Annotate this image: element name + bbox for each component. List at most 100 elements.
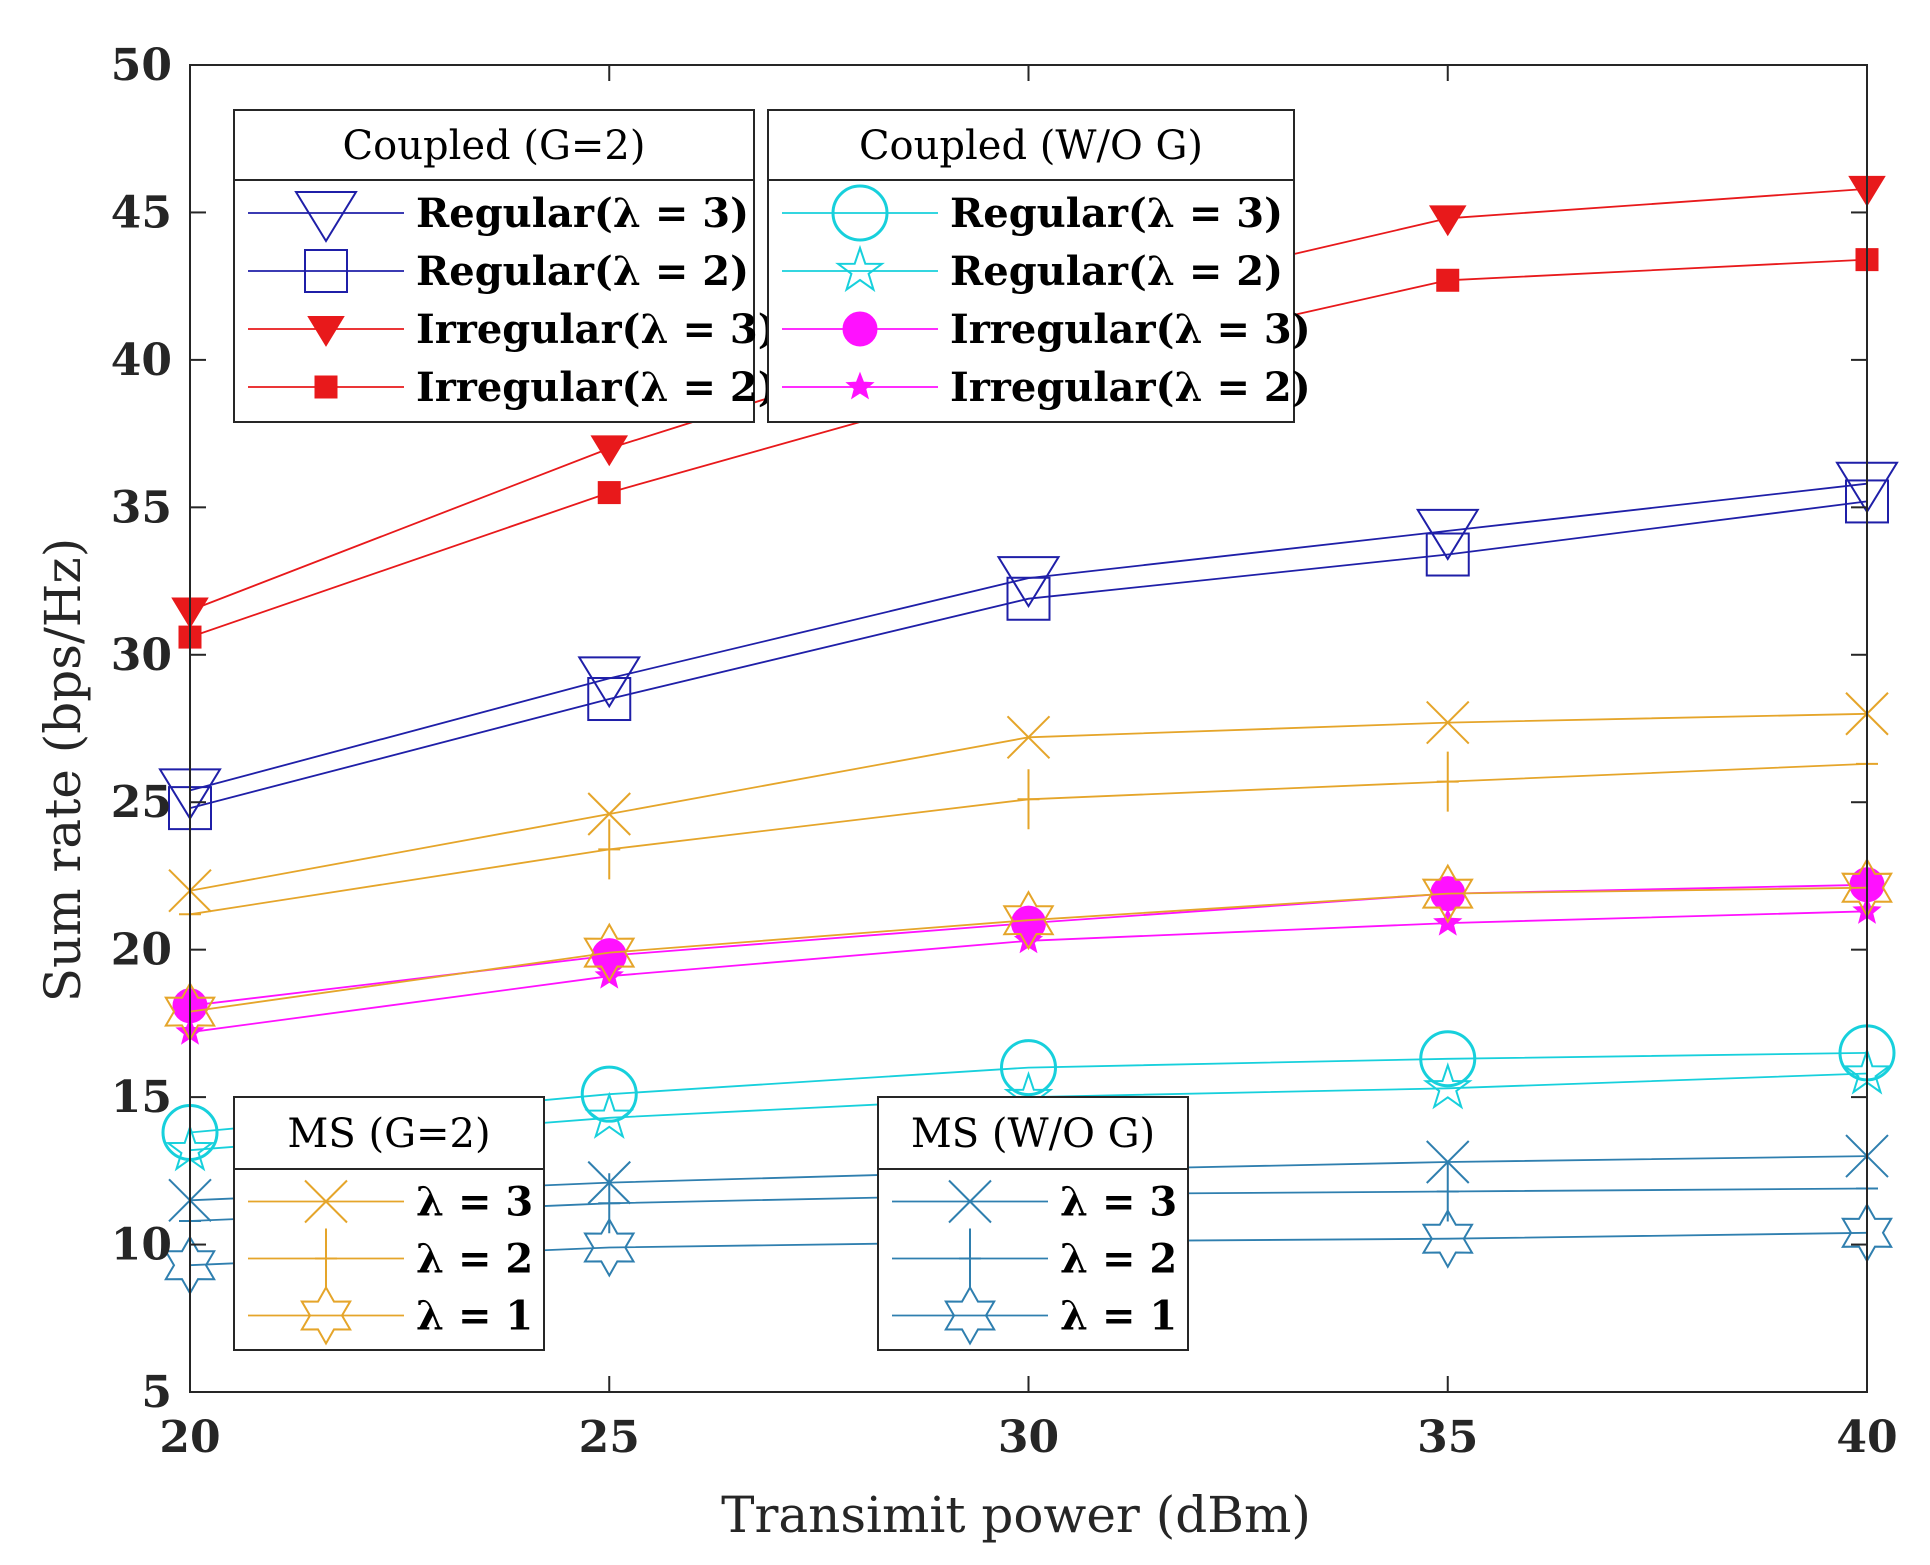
legend-title: MS (W/O G) (911, 1111, 1155, 1157)
y-tick-label: 10 (111, 1220, 172, 1271)
data-point-msg-l3-2 (1006, 715, 1051, 760)
x-axis-label: Transimit power (dBm) (721, 1486, 1311, 1544)
legend-entry-cg-reg2: Regular(λ = 2) (248, 248, 749, 295)
y-axis-label: Sum rate (bps/Hz) (34, 538, 92, 1003)
data-point-msw-l1-3 (1421, 1208, 1474, 1269)
legend-box (233, 1096, 545, 1351)
series-line-msg-l1 (189, 886, 1868, 1013)
legend-marker-msw-l3 (948, 1179, 992, 1224)
legend-marker-msw-l1 (944, 1285, 996, 1346)
data-point-msg-l2-1 (598, 819, 621, 880)
data-point-cw-reg3-3 (1419, 1030, 1477, 1088)
data-point-cw-reg3-2 (1000, 1039, 1057, 1097)
legend-label: Irregular(λ = 3) (950, 306, 1311, 353)
x-tick-label: 20 (159, 1412, 220, 1463)
legend-lower-center: MS (W/O G) λ = 3 λ = 2 λ = 1 (877, 1096, 1189, 1351)
data-point-cw-reg2-1 (584, 1091, 635, 1139)
x-tick-label: 25 (579, 1412, 640, 1463)
legend-box (877, 1096, 1189, 1351)
legend-title: Coupled (W/O G) (859, 123, 1203, 169)
legend-entry-cg-reg3: Regular(λ = 3) (248, 190, 749, 243)
data-point-cg-reg2-2 (1006, 576, 1051, 621)
data-point-cg-reg3-2 (996, 556, 1061, 609)
legend-entry-cw-reg2: Regular(λ = 2) (782, 244, 1283, 295)
y-tick-label: 25 (111, 777, 172, 828)
x-tick-label: 30 (998, 1412, 1059, 1463)
legend-label: Irregular(λ = 2) (416, 364, 777, 411)
legend-box (767, 109, 1295, 423)
legend-label: Regular(λ = 2) (416, 248, 749, 295)
y-tick-label: 20 (111, 925, 172, 976)
y-tick-label: 45 (111, 187, 172, 238)
data-point-cg-irr2-1 (597, 481, 621, 505)
legend-entry-cg-irr3: Irregular(λ = 3) (248, 306, 777, 353)
legend-upper-left: Coupled (G=2) Regular(λ = 3) Regular(λ = 2… (233, 109, 777, 423)
data-point-msg-l3-1 (587, 792, 631, 836)
legend-marker-cw-irr2 (845, 371, 875, 400)
legend-marker-msw-l2 (959, 1228, 981, 1289)
data-point-cg-reg2-1 (587, 677, 632, 722)
data-point-cw-reg3-1 (580, 1065, 638, 1123)
x-tick-label: 35 (1417, 1412, 1478, 1463)
legend-entry-msg-l1: λ = 1 (248, 1285, 533, 1346)
legend-entry-msg-l3: λ = 3 (248, 1179, 533, 1226)
legend-entry-cw-irr2: Irregular(λ = 2) (782, 364, 1311, 411)
data-point-cg-reg3-1 (577, 656, 642, 709)
legend-lower-left: MS (G=2) λ = 3 λ = 2 λ = 1 (233, 1096, 545, 1351)
data-point-cg-irr3-1 (590, 435, 629, 467)
y-tick-label: 40 (111, 335, 172, 386)
legend-marker-msg-l2 (315, 1228, 337, 1289)
legend-label: Regular(λ = 3) (950, 190, 1283, 237)
data-point-msg-l1-3 (1421, 863, 1474, 924)
legend-marker-cg-reg2 (304, 249, 348, 293)
data-point-msw-l2-1 (598, 1173, 621, 1234)
legend-box (233, 109, 755, 423)
legend-label: Irregular(λ = 3) (416, 306, 777, 353)
legend-marker-cg-irr2 (314, 375, 338, 399)
legend-marker-msg-l1 (300, 1285, 352, 1346)
legend-entry-msw-l2: λ = 2 (892, 1228, 1177, 1289)
legend-entry-cw-reg3: Regular(λ = 3) (782, 184, 1283, 242)
legend-label: λ = 2 (416, 1236, 533, 1283)
legend-label: λ = 1 (416, 1293, 533, 1340)
x-tick-label: 40 (1836, 1412, 1897, 1463)
y-tick-label: 15 (111, 1072, 172, 1123)
legend-entry-msg-l2: λ = 2 (248, 1228, 533, 1289)
legend-label: λ = 3 (1060, 1179, 1177, 1226)
data-point-cg-irr3-3 (1428, 205, 1467, 237)
y-tick-label: 30 (111, 630, 172, 681)
legend-marker-msg-l3 (304, 1179, 348, 1224)
data-point-msg-l1-1 (583, 922, 636, 983)
y-tick-label: 5 (141, 1367, 172, 1418)
data-point-cg-reg2-3 (1425, 532, 1470, 577)
y-tick-label: 35 (111, 482, 172, 533)
legend-label: λ = 3 (416, 1179, 533, 1226)
legend-entry-msw-l1: λ = 1 (892, 1285, 1177, 1346)
legend-title: MS (G=2) (287, 1111, 490, 1157)
legend-marker-cg-reg3 (294, 191, 358, 243)
y-tick-label: 50 (111, 40, 172, 91)
legend-title: Coupled (G=2) (343, 123, 646, 169)
legend-upper-center: Coupled (W/O G) Regular(λ = 3) Regular(λ =… (767, 109, 1311, 423)
data-point-msg-l3-3 (1426, 700, 1470, 745)
series-line-cg-reg2 (189, 500, 1868, 809)
data-point-msg-l2-3 (1436, 751, 1459, 812)
legend-marker-cw-irr3 (842, 311, 878, 347)
legend-label: Irregular(λ = 2) (950, 364, 1311, 411)
data-point-cw-reg2-3 (1422, 1062, 1473, 1110)
legend-entry-cg-irr2: Irregular(λ = 2) (248, 364, 777, 411)
legend-entry-msw-l3: λ = 3 (892, 1179, 1177, 1226)
legend-marker-cw-reg3 (831, 184, 889, 242)
legend-label: λ = 2 (1060, 1236, 1177, 1283)
legend-marker-cg-irr3 (307, 316, 345, 347)
legend-entry-cw-irr3: Irregular(λ = 3) (782, 306, 1311, 353)
data-point-msw-l1-1 (583, 1217, 636, 1278)
legend-label: λ = 1 (1060, 1293, 1177, 1340)
legend-label: Regular(λ = 2) (950, 248, 1283, 295)
legend-label: Regular(λ = 3) (416, 190, 749, 237)
data-point-cg-irr2-3 (1436, 268, 1460, 292)
data-point-msg-l2-2 (1017, 769, 1040, 830)
legend-marker-cw-reg2 (835, 244, 885, 293)
data-point-msg-l1-2 (1002, 890, 1055, 951)
